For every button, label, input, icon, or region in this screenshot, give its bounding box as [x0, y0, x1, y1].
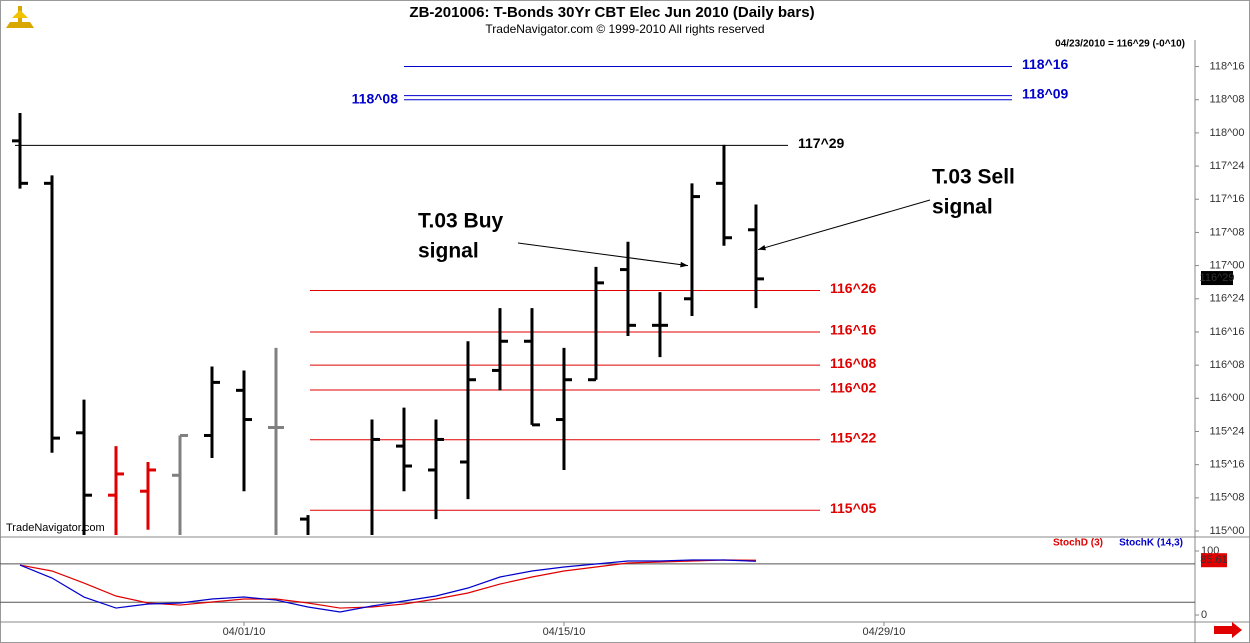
scroll-arrow[interactable] [1214, 622, 1242, 638]
annotation-text: T.03 Sell [932, 166, 1015, 189]
y-tick-label: 115^24 [1210, 425, 1245, 437]
x-tick-label: 04/01/10 [223, 626, 266, 638]
level-label: 117^29 [798, 135, 845, 151]
level-label: 115^22 [830, 429, 877, 445]
last-quote: 04/23/2010 = 116^29 (-0^10) [1055, 39, 1185, 50]
y-tick-label: 118^00 [1210, 127, 1245, 139]
y-tick-label: 118^08 [1210, 94, 1245, 106]
y-tick-label: 116^00 [1210, 392, 1245, 404]
current-price-box [1201, 271, 1233, 286]
y-tick-label: 115^08 [1210, 492, 1245, 504]
y-tick-label: 118^16 [1210, 60, 1245, 72]
annotation-arrow [757, 199, 931, 251]
y-tick-label: 117^00 [1210, 260, 1245, 272]
level-label: 118^16 [1022, 56, 1069, 72]
level-label: 115^05 [830, 500, 877, 516]
annotation-text: signal [418, 240, 479, 263]
level-label: 116^26 [830, 280, 877, 296]
current-price-label: 116^29 [1200, 272, 1235, 284]
legend-entry: StochK (14,3) [1119, 538, 1183, 549]
y-tick-label: 117^16 [1210, 193, 1245, 205]
y-tick-label: 116^16 [1210, 326, 1245, 338]
y-tick-label: 117^08 [1210, 226, 1245, 238]
annotation-arrow [517, 242, 689, 267]
arrow-head [757, 244, 766, 251]
series-line [19, 559, 756, 613]
bars [11, 112, 764, 535]
y-tick-label: 115^00 [1210, 525, 1245, 537]
y-tick-label: 116^08 [1210, 359, 1245, 371]
value-label: 85.61 [1200, 554, 1228, 566]
y-tick-label: 117^24 [1210, 160, 1245, 172]
watermark: TradeNavigator.com [6, 522, 105, 534]
level-label: 116^08 [830, 355, 877, 371]
y-tick-label: 115^16 [1210, 459, 1245, 471]
series-line [19, 559, 756, 609]
lines [19, 559, 756, 613]
logo [6, 6, 34, 28]
x-tick-label: 04/15/10 [543, 626, 586, 638]
arrow-head [680, 261, 688, 268]
level-label: 116^02 [830, 380, 877, 396]
y-tick-label: 0 [1201, 609, 1207, 621]
level-label: 118^09 [1022, 85, 1069, 101]
level-label: 118^08 [352, 90, 399, 106]
level-label: 116^16 [830, 322, 877, 338]
annotation-text: T.03 Buy [418, 210, 504, 233]
annotation-text: signal [932, 196, 993, 219]
value-box [1201, 553, 1227, 568]
legend-entry: StochD (3) [1053, 538, 1103, 549]
x-tick-label: 04/29/10 [863, 626, 906, 638]
y-tick-label: 116^24 [1210, 293, 1245, 305]
chart-title: ZB-201006: T-Bonds 30Yr CBT Elec Jun 201… [409, 4, 814, 21]
copyright: TradeNavigator.com © 1999-2010 All right… [485, 22, 764, 36]
